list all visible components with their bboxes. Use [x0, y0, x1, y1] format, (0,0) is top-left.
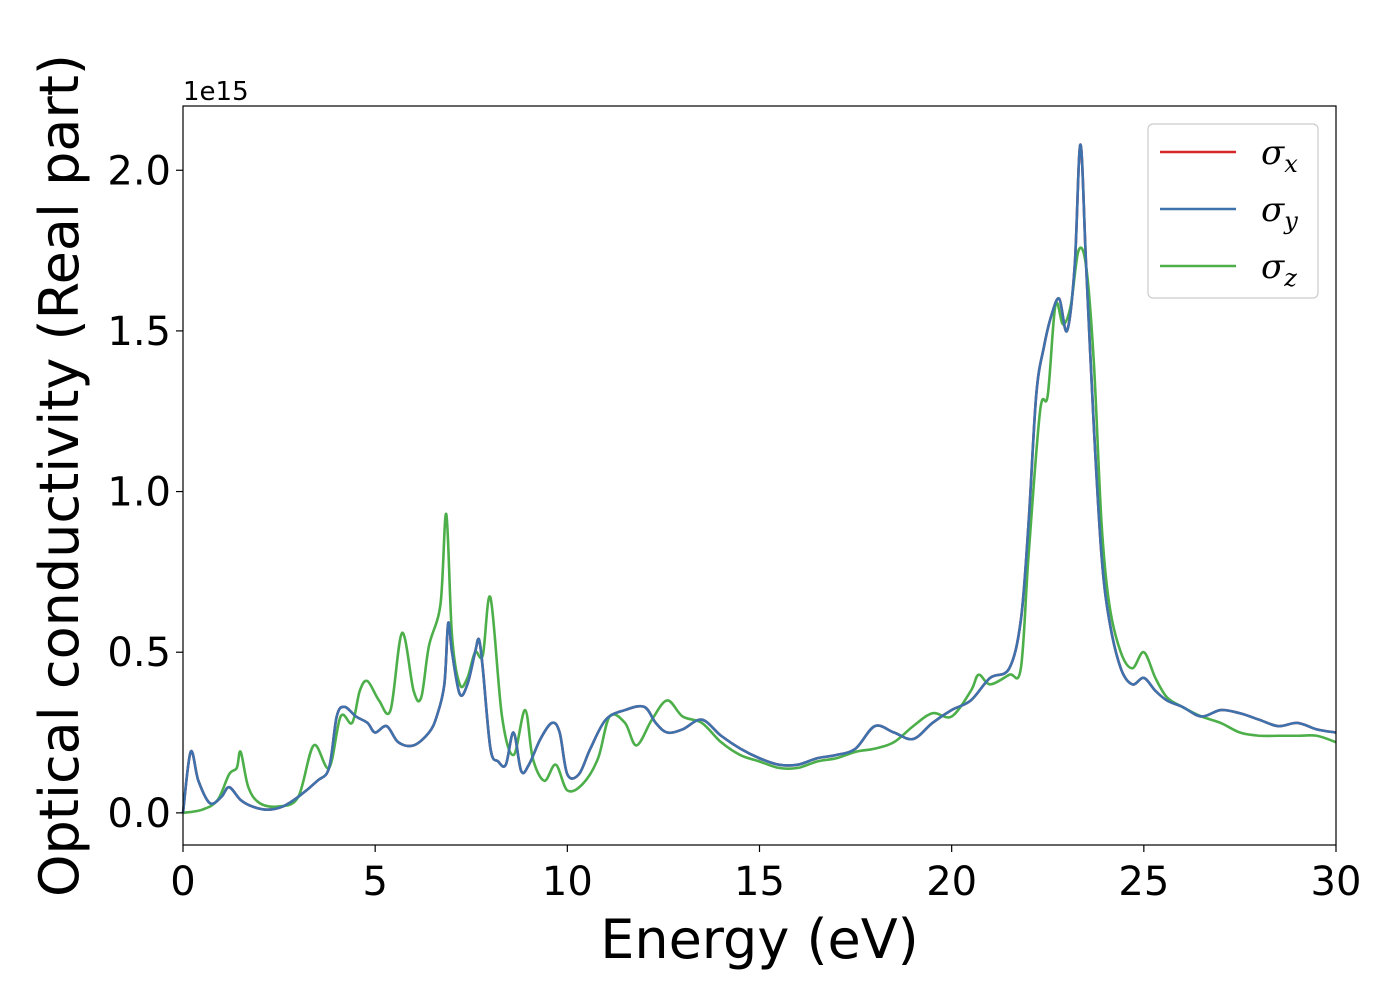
- x-tick-label: 15: [734, 859, 785, 905]
- series-layer: [181, 143, 1337, 815]
- x-tick-label: 20: [926, 859, 977, 905]
- x-tick-label: 10: [542, 859, 593, 905]
- x-tick-label: 5: [362, 859, 387, 905]
- legend: σx σy σz: [1147, 123, 1319, 299]
- legend-label-z: σz: [1261, 247, 1297, 292]
- y-tick-label: 1.0: [107, 470, 171, 516]
- y-offset-label: 1e15: [183, 77, 249, 107]
- legend-label-x: σx: [1261, 133, 1298, 178]
- x-tick-label: 25: [1118, 859, 1169, 905]
- y-tick-label: 0.5: [107, 630, 171, 676]
- x-tick-label: 0: [170, 859, 195, 905]
- x-axis: 0 5 10 15 20 25 30: [170, 845, 1361, 905]
- x-tick-label: 30: [1311, 859, 1362, 905]
- y-tick-label: 1.5: [107, 309, 171, 355]
- series-line-y: [181, 143, 1337, 814]
- legend-box: [1147, 123, 1319, 299]
- legend-label-y: σy: [1261, 190, 1298, 235]
- series-line-z: [182, 246, 1337, 815]
- y-axis-label: Optical conductivity (Real part): [28, 54, 91, 897]
- y-tick-label: 2.0: [107, 148, 171, 194]
- x-axis-label: Energy (eV): [600, 908, 919, 971]
- y-axis: 0.0 0.5 1.0 1.5 2.0: [107, 148, 183, 837]
- y-tick-label: 0.0: [107, 791, 171, 837]
